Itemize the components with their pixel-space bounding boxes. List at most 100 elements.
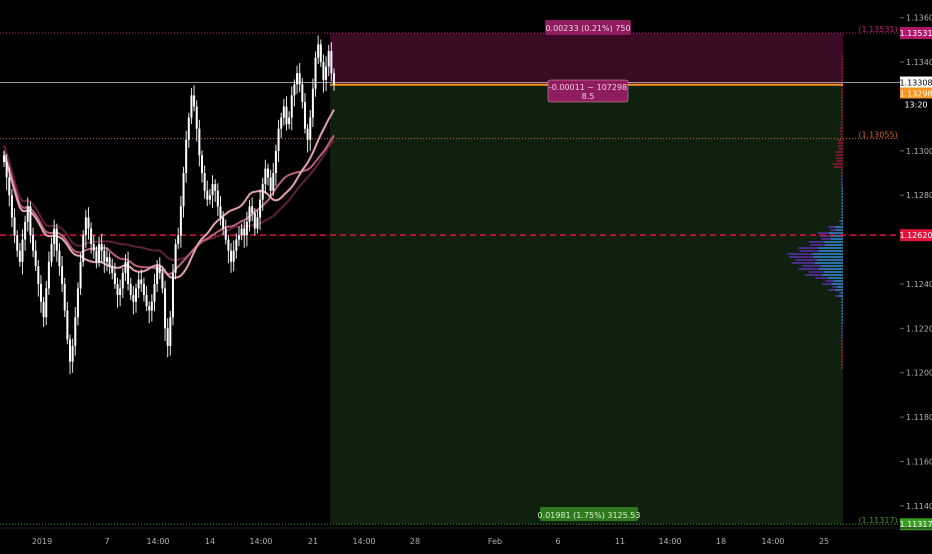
- price-axis[interactable]: 1.13600 1.13400 1.13000 1.12800 1.12400 1.122…: [900, 14, 932, 511]
- volume-profile-bar-buy: [841, 199, 843, 201]
- candle-body: [164, 288, 167, 329]
- time-axis[interactable]: 2019 7 14:00 14 14:00 21 14:00 28 Feb 6 11 14:00 18 1…: [32, 537, 829, 546]
- volume-profile-bar-buy: [841, 319, 843, 321]
- candle-body: [61, 266, 64, 284]
- volume-profile-bar-buy: [837, 286, 843, 288]
- volume-profile-bar: [808, 271, 825, 273]
- volume-profile-bar-buy: [818, 268, 843, 270]
- volume-profile-bar: [837, 139, 843, 141]
- volume-profile-bar: [841, 343, 843, 345]
- volume-profile-bar: [841, 100, 843, 102]
- volume-profile-bar: [841, 67, 843, 69]
- candle-body: [187, 117, 190, 140]
- candle-body: [145, 295, 148, 307]
- time-tick-label: 25: [819, 537, 829, 546]
- volume-profile-bar: [841, 301, 842, 303]
- candle-body: [26, 206, 29, 222]
- candle-body: [169, 317, 172, 347]
- candle-body: [214, 184, 217, 191]
- volume-profile-bar-buy: [841, 310, 843, 312]
- candle-body: [119, 288, 122, 296]
- candle-body: [232, 250, 235, 262]
- candle-body: [8, 177, 11, 196]
- candle-body: [92, 244, 95, 251]
- price-tick-label: 1.13000: [906, 147, 932, 156]
- candle-body: [148, 306, 151, 311]
- volume-profile-bar: [833, 163, 843, 165]
- price-tick-label: 1.12400: [906, 280, 932, 289]
- volume-profile-bar: [841, 205, 842, 207]
- volume-profile-bar: [841, 199, 842, 201]
- volume-profile-bar: [839, 130, 843, 132]
- candle-body: [129, 283, 132, 296]
- candle-body: [290, 95, 293, 118]
- volume-profile-bar-buy: [841, 190, 843, 192]
- volume-profile-bar: [841, 349, 843, 351]
- volume-profile-bar: [835, 151, 843, 153]
- volume-profile-bar: [841, 298, 842, 300]
- candle-body: [177, 235, 180, 245]
- volume-profile-bar-buy: [841, 322, 843, 324]
- candle-body: [132, 295, 135, 302]
- volume-profile-bar: [840, 136, 843, 138]
- candle-body: [259, 199, 262, 218]
- volume-profile-bar: [841, 187, 842, 189]
- volume-profile-bar: [841, 304, 842, 306]
- volume-profile-bar: [805, 274, 823, 276]
- volume-profile-bar: [841, 346, 843, 348]
- candle-body: [37, 266, 40, 284]
- candle-body: [330, 51, 333, 74]
- risk-label-box[interactable]: 0.00233 (0.21%) 750: [545, 20, 631, 35]
- candle-body: [34, 250, 37, 267]
- volume-profile-bar: [841, 85, 843, 87]
- candle-body: [267, 168, 269, 178]
- volume-profile-bar-buy: [840, 292, 843, 294]
- volume-profile-bar: [841, 178, 843, 180]
- volume-profile-bar: [791, 262, 815, 264]
- volume-profile-bar: [841, 352, 843, 354]
- candle-body: [277, 128, 280, 151]
- candle-body: [98, 244, 101, 262]
- candle-body: [227, 239, 230, 251]
- volume-profile-bar: [835, 154, 843, 156]
- candle-body: [108, 257, 111, 267]
- volume-profile-bar: [841, 73, 843, 75]
- volume-profile-bar: [841, 331, 843, 333]
- volume-profile-bar: [836, 160, 843, 162]
- candle-body: [206, 190, 209, 200]
- candle-body: [45, 288, 48, 318]
- reward-label-box[interactable]: 0.01981 (1.75%) 3125.53: [538, 507, 641, 521]
- risk-zone[interactable]: [330, 33, 843, 85]
- volume-profile-bar: [841, 118, 843, 120]
- candle-body: [29, 206, 32, 236]
- volume-profile-bar-buy: [824, 241, 843, 243]
- candle-body: [185, 139, 188, 174]
- candle-body: [90, 228, 93, 245]
- candle-body: [74, 317, 77, 347]
- volume-profile-bar-buy: [834, 226, 843, 228]
- volume-profile-bar-buy: [814, 262, 843, 264]
- candle-body: [82, 235, 85, 262]
- target-level-label: (1.11317): [858, 516, 897, 525]
- volume-profile-bar: [838, 220, 841, 222]
- volume-profile-bar: [829, 229, 836, 231]
- volume-profile-bar-buy: [824, 271, 843, 273]
- volume-profile-bar: [841, 172, 843, 174]
- candle-body: [230, 250, 233, 262]
- reward-zone[interactable]: [330, 84, 843, 525]
- candle-body: [235, 239, 238, 251]
- time-tick-label: 14:00: [352, 537, 375, 546]
- candle-body: [319, 44, 322, 63]
- candle-body: [79, 261, 82, 289]
- candle-body: [222, 217, 225, 229]
- volume-profile-bar-buy: [841, 187, 843, 189]
- entry-label-box[interactable]: -0.00011 ~ 107298 8.5: [547, 79, 629, 103]
- candle-body: [10, 195, 13, 218]
- volume-profile-bar-buy: [841, 316, 843, 318]
- volume-profile-bar: [799, 250, 820, 252]
- candle-body: [113, 272, 116, 284]
- candle-body: [111, 266, 114, 273]
- volume-profile-bar-buy: [827, 277, 843, 279]
